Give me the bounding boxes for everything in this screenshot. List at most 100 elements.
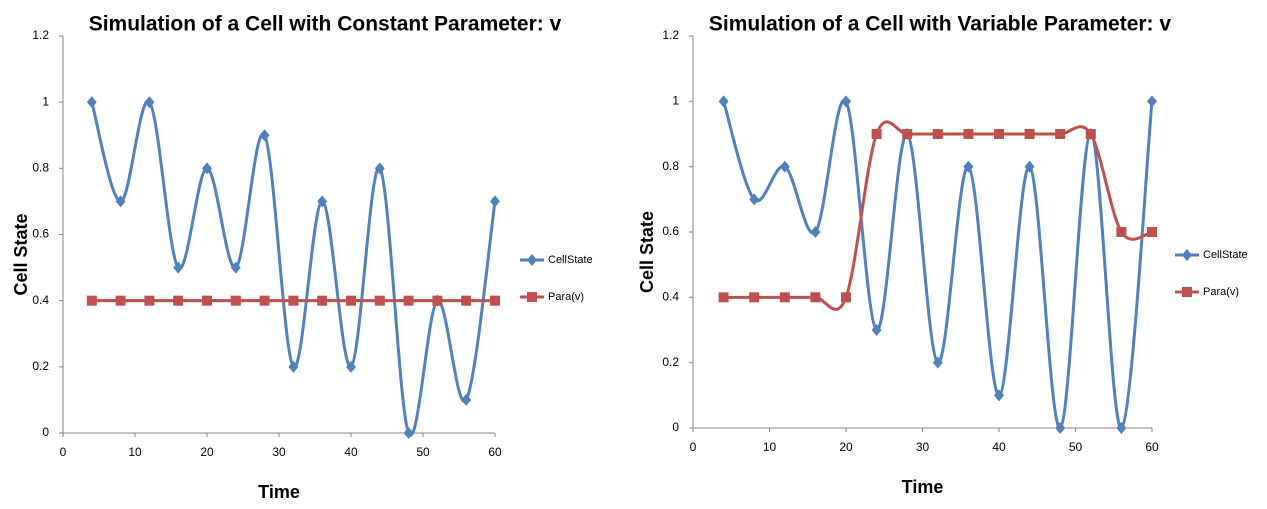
x-tick-label: 60 [488,445,502,459]
data-point [288,295,299,306]
x-tick-label: 20 [839,440,853,454]
y-axis-title: Cell State [11,213,31,295]
data-point [749,193,760,206]
data-point [490,295,500,306]
x-tick-label: 10 [128,445,142,459]
y-tick-label: 0.4 [32,293,49,307]
data-point [963,160,974,173]
series-line [90,100,497,437]
data-point [994,389,1004,402]
y-tick-label: 0.2 [662,355,679,369]
y-tick-label: 0.6 [32,227,49,241]
data-point [144,96,155,109]
y-tick-label: 1.2 [32,28,49,42]
data-point [1024,160,1035,173]
x-tick-label: 50 [416,445,430,459]
data-point [202,162,212,175]
data-point [432,295,443,306]
data-point [173,261,184,274]
y-tick-label: 0.8 [32,161,49,175]
legend-label: CellState [548,254,593,266]
data-point [871,129,882,139]
data-point [173,295,184,306]
y-tick-label: 1 [672,94,679,108]
data-point [749,292,760,303]
x-tick-label: 50 [1069,440,1083,454]
y-tick-label: 1.2 [662,28,679,42]
data-point [86,295,97,306]
x-tick-label: 30 [272,445,286,459]
data-point [144,295,155,306]
y-axis-title: Cell State [637,211,657,293]
data-point [810,226,821,238]
y-tick-label: 0 [42,425,49,439]
data-point [902,129,913,139]
data-point [963,129,974,139]
chart-title: Simulation of a Cell with Variable Param… [709,13,1171,36]
legend-label: Para(v) [548,291,584,303]
y-tick-label: 0.2 [32,359,49,373]
data-point [259,129,270,142]
legend-marker [1182,287,1192,297]
data-point [1116,227,1127,237]
data-point [230,261,241,274]
data-point [374,295,385,306]
data-point [346,295,356,306]
y-tick-label: 0.6 [662,224,679,238]
data-point [1055,422,1066,434]
data-point [374,162,385,175]
series-line [722,98,1154,430]
data-point [1085,129,1096,139]
data-point [1147,227,1157,237]
data-point [841,292,851,303]
data-point [115,295,126,306]
x-axis-title: Time [902,477,944,497]
data-point [86,96,97,109]
data-point [1147,95,1157,108]
data-point [461,295,472,306]
x-tick-label: 40 [344,445,358,459]
data-point [1024,129,1035,139]
data-point [1055,129,1066,139]
data-point [490,195,500,208]
data-point [718,95,729,108]
data-point [288,360,299,373]
x-tick-label: 40 [992,440,1006,454]
legend-label: CellState [1203,249,1248,261]
data-point [317,295,328,306]
x-tick-label: 0 [60,445,67,459]
x-tick-label: 20 [200,445,214,459]
data-point [779,160,790,173]
x-tick-label: 10 [763,440,777,454]
data-point [779,292,790,303]
data-point [230,295,241,306]
data-point [403,295,414,306]
x-tick-label: 60 [1145,440,1159,454]
legend-label: Para(v) [1203,286,1239,298]
x-tick-label: 0 [690,440,697,454]
data-point [932,356,943,369]
chart-title: Simulation of a Cell with Constant Param… [89,13,562,36]
data-point [461,393,472,406]
data-point [317,195,328,208]
y-tick-label: 1 [42,94,49,108]
data-point [115,195,126,208]
data-point [841,95,851,108]
data-point [403,427,414,439]
y-tick-label: 0 [672,420,679,434]
data-point [346,360,356,373]
x-tick-label: 30 [916,440,930,454]
y-tick-label: 0.4 [662,290,679,304]
legend-marker [527,292,537,302]
data-point [810,292,821,303]
data-point [259,295,270,306]
legend-marker [1182,249,1192,261]
y-tick-label: 0.8 [662,159,679,173]
data-point [932,129,943,139]
legend-marker [527,254,537,266]
data-point [994,129,1004,139]
data-point [202,295,212,306]
data-point [1116,422,1127,434]
data-point [718,292,729,303]
